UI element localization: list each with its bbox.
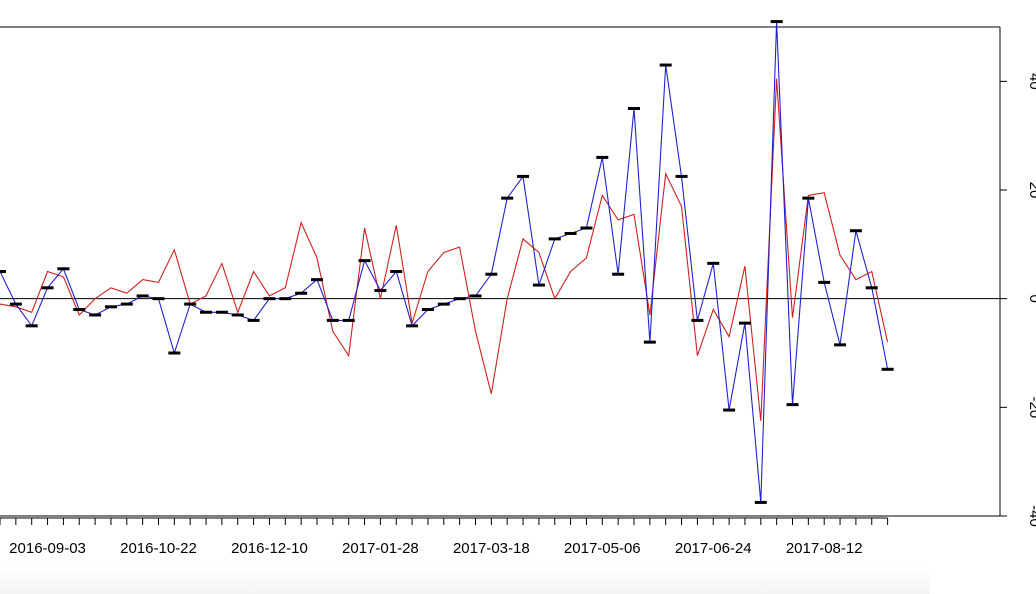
series-line-forecast (0, 78, 889, 421)
x-tick-label: 2017-01-28 (342, 540, 419, 557)
x-tick-label: 2016-10-22 (120, 540, 197, 557)
y-tick-label: -20 (1026, 396, 1036, 418)
x-tick-label: 2017-06-24 (675, 540, 752, 557)
x-tick-label: 2016-09-03 (9, 540, 86, 557)
window-bottom-strip (0, 566, 930, 594)
y-tick-label: 0 (1026, 294, 1036, 302)
series-line-actual (0, 21, 889, 503)
x-tick-label: 2017-05-06 (564, 540, 641, 557)
x-tick-label: 2017-08-12 (786, 540, 863, 557)
y-tick-label: -40 (1026, 505, 1036, 527)
x-tick-label: 2016-12-10 (231, 540, 308, 557)
x-tick-label: 2017-03-18 (453, 540, 530, 557)
y-tick-label: 40 (1026, 73, 1036, 90)
y-tick-label: 20 (1026, 182, 1036, 199)
